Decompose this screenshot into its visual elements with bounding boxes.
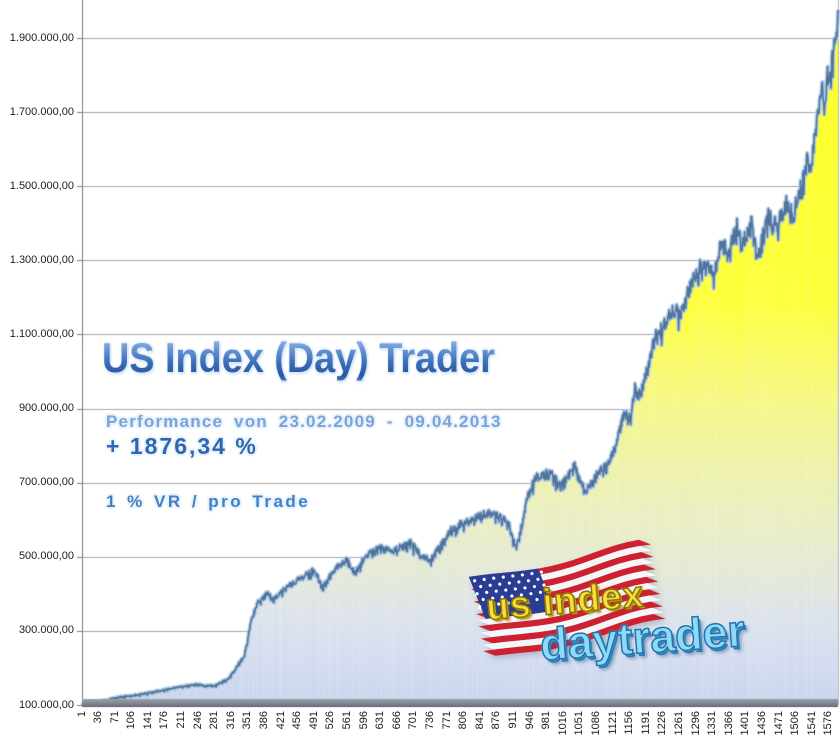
x-axis-tick-label: 1576 — [822, 711, 835, 736]
x-axis-tick-label: 1296 — [689, 711, 702, 736]
y-axis-tick-label: 1.900.000,00 — [9, 31, 74, 44]
x-axis-tick-label: 1191 — [639, 711, 652, 735]
x-axis-tick-label: 1121 — [606, 711, 619, 735]
x-axis-tick-label: 1156 — [623, 711, 636, 735]
y-axis-tick-label: 700.000,00 — [18, 476, 74, 489]
x-axis-tick-label: 1506 — [789, 711, 802, 736]
x-axis-tick-label: 526 — [324, 711, 337, 730]
x-axis-tick-label: 946 — [523, 711, 536, 730]
x-axis-tick-label: 71 — [108, 711, 121, 724]
x-axis-tick-label: 1 — [75, 711, 88, 718]
x-axis-tick-label: 1401 — [739, 711, 752, 736]
risk-per-trade-label: 1 % VR / pro Trade — [106, 492, 311, 511]
y-axis-tick-label: 300.000,00 — [18, 624, 74, 637]
x-axis-tick-label: 1471 — [772, 711, 785, 736]
x-axis-tick-label: 1331 — [706, 711, 719, 736]
x-axis-tick-label: 981 — [540, 711, 553, 730]
x-axis-tick-label: 36 — [92, 711, 105, 724]
x-axis-tick-label: 911 — [507, 711, 520, 729]
x-axis-tick-label: 351 — [241, 711, 254, 730]
x-axis-tick-label: 631 — [374, 711, 387, 730]
x-axis-tick-label: 141 — [141, 711, 154, 730]
x-axis-tick-label: 561 — [341, 711, 354, 730]
y-axis-tick-label: 1.300.000,00 — [9, 253, 74, 266]
x-axis-tick-label: 771 — [440, 711, 453, 730]
x-axis-tick-label: 1436 — [756, 711, 769, 736]
performance-value-label: + 1876,34 % — [106, 433, 258, 459]
chart-title: US Index (Day) Trader — [102, 334, 495, 381]
x-axis-tick-label: 736 — [424, 711, 437, 730]
x-axis-tick-label: 666 — [390, 711, 403, 730]
x-axis-tick-label: 701 — [407, 711, 420, 730]
y-axis-tick-label: 1.700.000,00 — [9, 105, 74, 118]
x-axis-tick-label: 1226 — [656, 711, 669, 736]
x-axis-tick-label: 316 — [224, 711, 237, 730]
x-axis-tick-label: 246 — [191, 711, 204, 730]
x-axis-tick-label: 106 — [125, 711, 138, 730]
x-axis-tick-label: 841 — [473, 711, 486, 730]
x-axis-tick-label: 596 — [357, 711, 370, 730]
x-axis-tick-label: 176 — [158, 711, 171, 730]
x-axis-tick-label: 1541 — [805, 711, 818, 736]
y-axis-tick-label: 900.000,00 — [18, 402, 74, 415]
x-axis-tick-label: 876 — [490, 711, 503, 730]
x-axis-tick-label: 281 — [208, 711, 221, 730]
y-axis-tick-label: 1.500.000,00 — [9, 179, 74, 192]
x-axis-tick-label: 1051 — [573, 711, 586, 736]
x-axis-tick-label: 1366 — [722, 711, 735, 736]
us-flag-icon — [468, 539, 666, 656]
x-axis-tick-label: 1086 — [590, 711, 603, 736]
x-axis-tick-label: 211 — [175, 711, 188, 729]
x-axis-tick-label: 421 — [274, 711, 287, 730]
y-axis-tick-label: 500.000,00 — [18, 550, 74, 563]
x-axis-tick-label: 456 — [291, 711, 304, 730]
x-axis-tick-label: 491 — [307, 711, 320, 730]
y-axis-tick-label: 100.000,00 — [18, 698, 74, 711]
daytrader-logo: us index daytrader — [458, 532, 798, 702]
x-axis-tick-label: 386 — [258, 711, 271, 730]
y-axis-tick-label: 1.100.000,00 — [9, 327, 74, 340]
x-axis-tick-label: 1261 — [673, 711, 686, 736]
x-axis-tick-label: 1016 — [556, 711, 569, 736]
x-axis-tick-label: 806 — [457, 711, 470, 730]
performance-period-label: Performance von 23.02.2009 - 09.04.2013 — [106, 412, 502, 431]
